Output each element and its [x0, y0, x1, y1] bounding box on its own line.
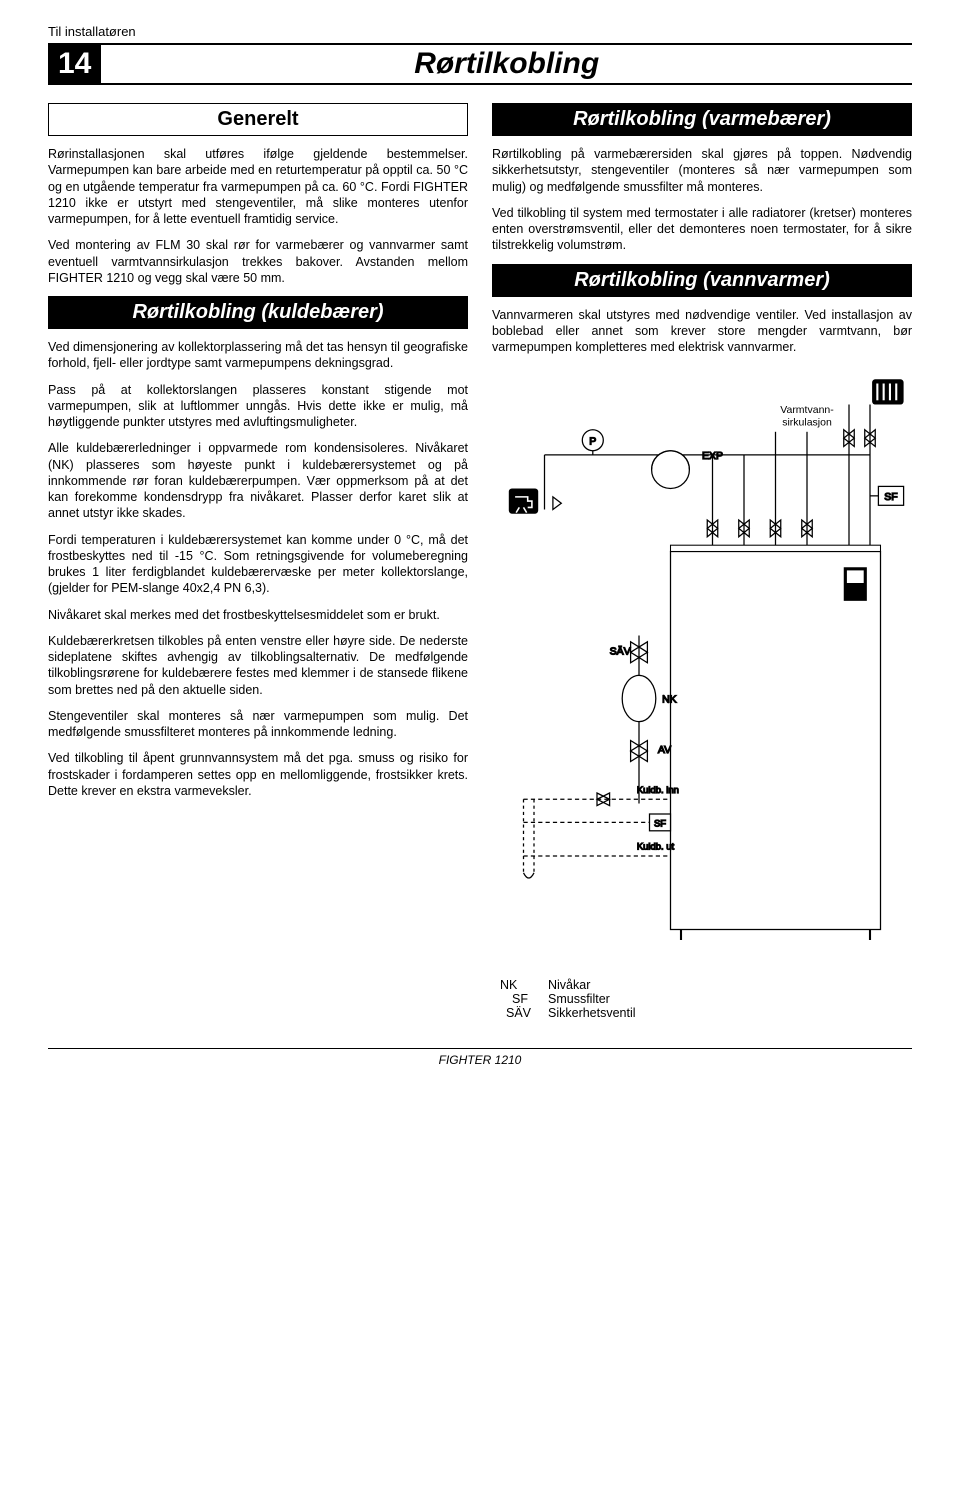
legend-val: Sikkerhetsventil — [548, 1006, 636, 1020]
page-footer: FIGHTER 1210 — [48, 1048, 912, 1067]
paragraph: Fordi temperaturen i kuldebærersystemet … — [48, 532, 468, 597]
right-column: Rørtilkobling (varmebærer) Rørtilkobling… — [492, 103, 912, 1020]
section-heading-kuldebaerer: Rørtilkobling (kuldebærer) — [48, 296, 468, 329]
diagram-legend: NK Nivåkar SF Smussfilter SÄV Sikkerhets… — [492, 978, 912, 1020]
paragraph: Ved montering av FLM 30 skal rør for var… — [48, 237, 468, 286]
legend-val: Nivåkar — [548, 978, 590, 992]
legend-key: SÄV — [492, 1006, 548, 1020]
legend-row: NK Nivåkar — [492, 978, 912, 992]
piping-diagram-svg: Varmtvann- sirkulasjon P EXP — [492, 373, 912, 961]
section-heading-text: Rørtilkobling (vannvarmer) — [574, 269, 830, 291]
paragraph: Ved tilkobling til åpent grunnvannsystem… — [48, 750, 468, 799]
section-heading-generelt: Generelt — [48, 103, 468, 136]
page-number: 14 — [48, 43, 101, 85]
legend-val: Smussfilter — [548, 992, 610, 1006]
paragraph: Rørinstallasjonen skal utføres ifølge gj… — [48, 146, 468, 227]
section-heading-text: Generelt — [217, 108, 298, 130]
diagram-label-vvsirk2: sirkulasjon — [782, 417, 832, 429]
diagram-label-vvsirk: Varmtvann- — [780, 404, 834, 416]
paragraph: Ved tilkobling til system med termostate… — [492, 205, 912, 254]
legend-key: NK — [492, 978, 548, 992]
diagram-label-sav: SÄV — [610, 646, 631, 658]
paragraph: Rørtilkobling på varmebærersiden skal gj… — [492, 146, 912, 195]
legend-row: SÄV Sikkerhetsventil — [492, 1006, 912, 1020]
paragraph: Alle kuldebærerledninger i oppvarmede ro… — [48, 440, 468, 521]
left-column: Generelt Rørinstallasjonen skal utføres … — [48, 103, 468, 1020]
paragraph: Nivåkaret skal merkes med det frostbesky… — [48, 607, 468, 623]
page-title-wrap: Rørtilkobling — [101, 43, 912, 85]
diagram-label-sf-mid: SF — [654, 819, 666, 830]
piping-diagram: Varmtvann- sirkulasjon P EXP — [492, 373, 912, 964]
paragraph: Vannvarmeren skal utstyres med nødvendig… — [492, 307, 912, 356]
legend-row: SF Smussfilter — [492, 992, 912, 1006]
legend-key: SF — [492, 992, 548, 1006]
diagram-label-kuldb-inn: Kuldb. inn — [637, 785, 679, 796]
diagram-label-nk: NK — [662, 694, 677, 706]
section-heading-varmebaerer: Rørtilkobling (varmebærer) — [492, 103, 912, 136]
paragraph: Ved dimensjonering av kollektorplasserin… — [48, 339, 468, 372]
paragraph: Stengeventiler skal monteres så nær varm… — [48, 708, 468, 741]
paragraph: Pass på at kollektorslangen plasseres ko… — [48, 382, 468, 431]
paragraph: Kuldebærerkretsen tilkobles på enten ven… — [48, 633, 468, 698]
diagram-label-av: AV — [658, 744, 671, 756]
page-header: 14 Rørtilkobling — [48, 43, 912, 85]
section-heading-text: Rørtilkobling (varmebærer) — [573, 108, 831, 130]
section-heading-text: Rørtilkobling (kuldebærer) — [132, 301, 383, 323]
section-heading-vannvarmer: Rørtilkobling (vannvarmer) — [492, 264, 912, 297]
diagram-label-p: P — [589, 436, 596, 448]
section-label: Til installatøren — [48, 24, 912, 39]
diagram-label-kuldb-ut: Kuldb. ut — [637, 842, 675, 853]
page-title: Rørtilkobling — [414, 47, 599, 81]
diagram-label-sf-top: SF — [884, 491, 897, 503]
